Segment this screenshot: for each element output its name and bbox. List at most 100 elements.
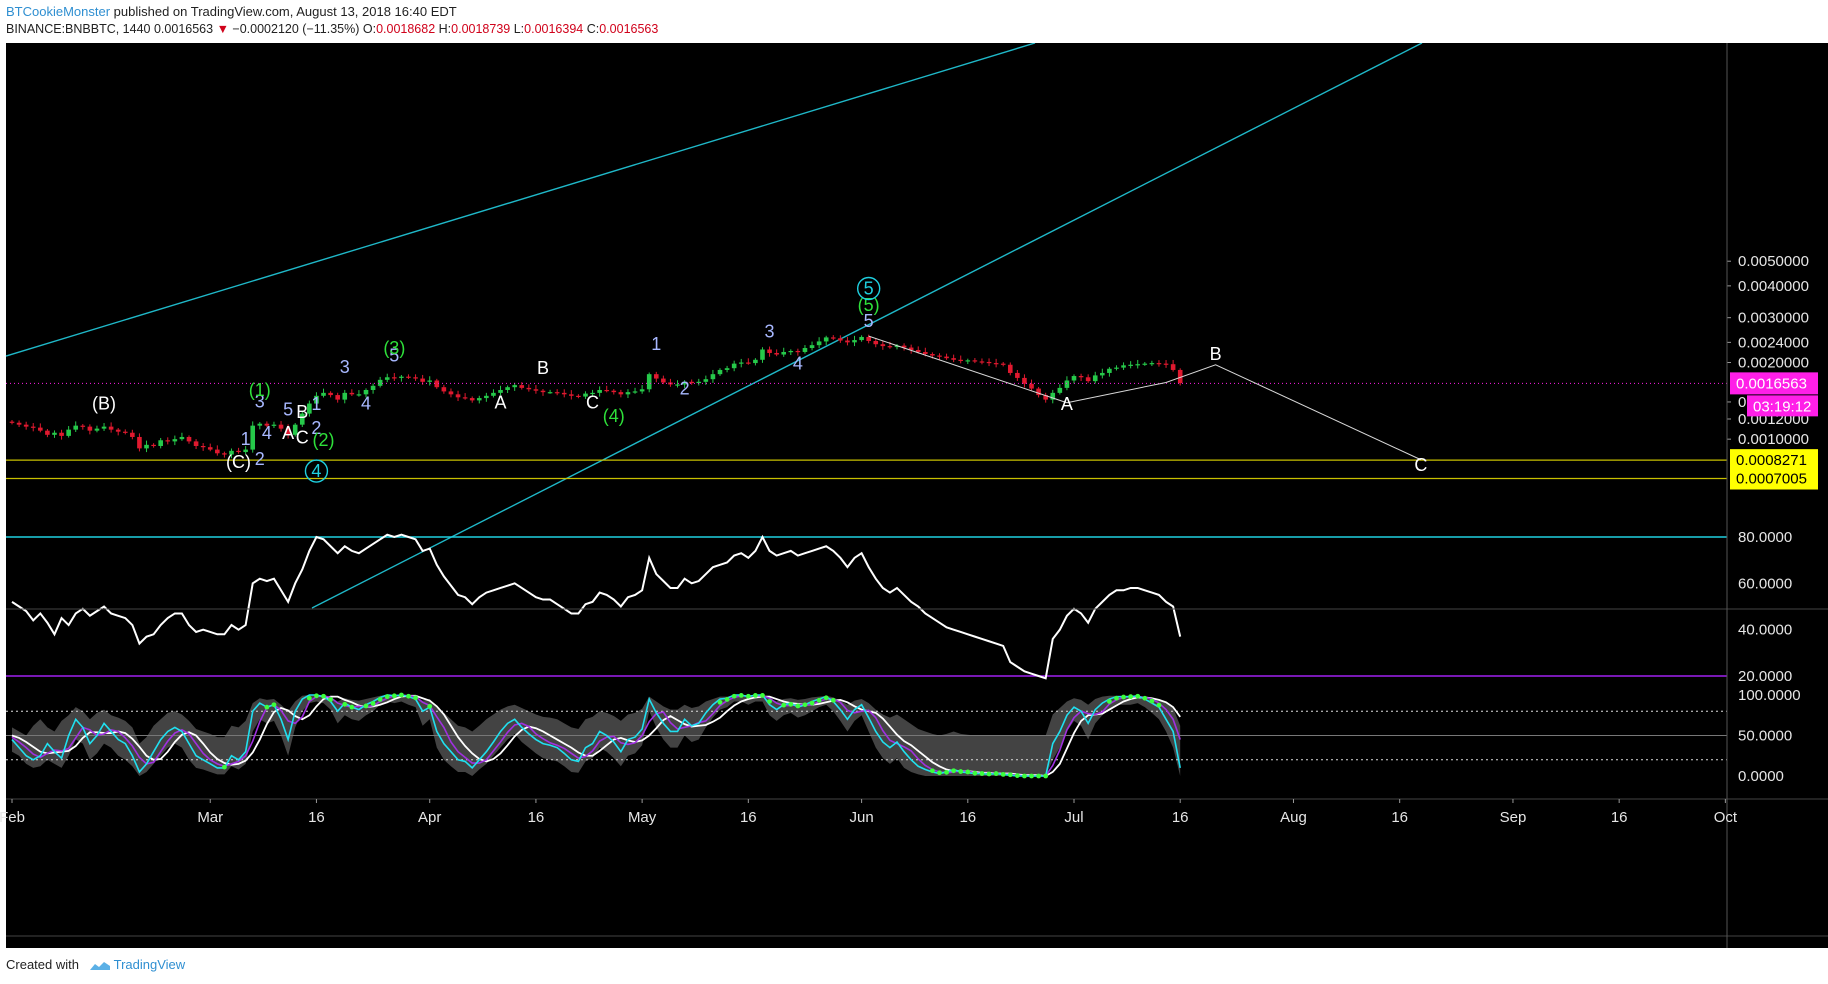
stoch-signal-dot [965,769,971,775]
candle-body [193,441,199,447]
stoch-rsi-pane[interactable]: 100.0000 50.0000 0.0000 [6,687,1801,785]
candle-body [1100,372,1105,376]
stoch-signal-dot [753,693,758,698]
chart-canvas[interactable]: 0.0050000 0.0040000 0.0030000 0.0024000 0.00… [0,43,1828,948]
candle-body [314,395,319,404]
support-price-tag [1730,449,1818,472]
support-price-label: 0.0008271 [1736,452,1807,469]
stoch-signal-dot [951,768,957,774]
tradingview-link[interactable]: TradingView [113,957,186,972]
candle-body [264,423,270,426]
candle-body [427,380,433,382]
stoch-signal-dot [767,699,772,704]
candle-body [1135,364,1141,366]
close-label: C: [586,22,600,36]
candle-body [342,392,348,400]
candle-body [852,340,857,343]
candle-body [923,351,928,355]
stoch-signal-dot [1128,694,1134,700]
time-tick-label: Jun [850,809,874,826]
stoch-signal-dot [1156,702,1162,708]
candle-body [512,385,517,388]
time-axis[interactable]: Feb Mar 16 Apr 16 May 16 Jun 16 Jul 16 Aug 16 Sep 16 Oc… [0,43,1828,948]
wave-label: A [282,423,294,443]
time-tick-label: Oct [1714,809,1738,826]
candle-body [299,413,305,425]
stoch-signal-dot [972,770,978,776]
wave-label: 5 [864,278,874,298]
candle-body [158,440,163,447]
stoch-signal-dot [781,702,787,708]
rsi-tick-label: 80.0000 [1738,529,1792,546]
candle-body [1000,363,1006,365]
candle-body [682,381,687,385]
candle-body [774,352,779,355]
candle-body [569,394,574,396]
candle-body [476,398,482,401]
stoch-signal-dot [816,697,822,703]
candle-body [795,350,801,353]
candle-body [45,430,50,435]
wave-label: 4 [311,461,321,481]
stoch-signal-dot [1043,773,1049,779]
wave-label: 4 [262,423,272,443]
candle-body [1043,395,1048,400]
price-tick-label: 0.0020000 [1738,355,1809,372]
candle-body [1057,387,1063,393]
channel-lower-line [311,43,1423,609]
time-tick-label: 16 [528,809,545,826]
candle-body [653,374,659,379]
candle-body [257,423,263,426]
candle-body [328,392,333,396]
countdown-label: 03:19:12 [1753,398,1811,415]
candle-body [80,425,86,427]
candle-body [285,428,291,435]
stoch-signal-dot [328,697,333,702]
wave-label: (5) [858,295,880,315]
candle-body [243,449,248,453]
wave-label: C [1414,455,1427,475]
candle-body [186,436,192,442]
stoch-signal-dot [1142,695,1148,701]
candle-body [144,444,149,449]
author-link[interactable]: BTCookieMonster [6,4,111,19]
candle-body [689,381,694,384]
candle-body [38,427,43,431]
candle-body [1163,363,1169,365]
candle-body [760,349,765,360]
candle-body [122,431,128,433]
candle-body [321,392,326,396]
stoch-signal-dot [745,693,751,699]
wave-circle-marker [304,459,329,483]
candle-body [1029,383,1034,389]
candle-body [618,392,624,395]
channel-upper-line [5,43,1036,357]
stoch-signal-dot [306,695,312,701]
candle-body [894,345,900,348]
wave-label: C [296,428,309,448]
price-tick-label: 0.0010000 [1738,431,1809,448]
current-price-tag [1730,372,1818,395]
candle-body [838,338,843,341]
stoch-signal-dot [413,695,418,701]
candle-body [972,360,978,362]
tradingview-logo-icon [89,961,110,970]
rsi-pane[interactable]: 80.0000 60.0000 40.0000 20.0000 [6,529,1792,685]
candle-body [937,355,942,357]
published-text: published on TradingView.com, August 13,… [110,4,457,19]
stoch-signal-dot [993,771,999,776]
time-tick-label: 16 [740,809,757,826]
price-pane[interactable]: 0.0050000 0.0040000 0.0030000 0.0024000 0.00… [5,43,1818,609]
candle-body [30,426,36,428]
stoch-signal-dot [406,693,411,699]
stoch-signal-dot [788,701,794,707]
candle-body [1092,375,1098,382]
rsi-tick-label: 20.0000 [1738,668,1792,685]
stoch-signal-dot [377,697,383,702]
candle-body [526,387,532,390]
candle-body [172,439,178,442]
stoch-signal-dot [1029,773,1034,779]
candle-body [236,450,241,453]
candle-body [547,392,553,394]
candle-body [859,336,864,341]
